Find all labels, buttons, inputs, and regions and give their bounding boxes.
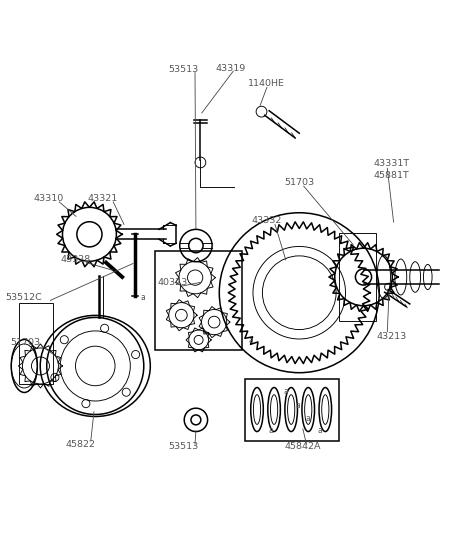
- Text: 53513: 53513: [169, 65, 199, 74]
- Text: 45822: 45822: [65, 440, 96, 449]
- Text: 45881T: 45881T: [374, 171, 409, 180]
- Text: 43321: 43321: [88, 194, 118, 203]
- Text: 43328: 43328: [61, 255, 91, 264]
- Text: a: a: [318, 426, 322, 435]
- Text: 43319: 43319: [216, 64, 246, 72]
- Bar: [155, 251, 242, 350]
- Text: 43213: 43213: [377, 332, 407, 341]
- Text: a: a: [295, 401, 300, 409]
- Bar: [19, 303, 53, 384]
- Text: a: a: [306, 414, 311, 423]
- Text: 45842A: 45842A: [285, 443, 321, 451]
- Bar: [245, 379, 339, 440]
- Text: a: a: [268, 426, 273, 435]
- Text: 43310: 43310: [34, 194, 64, 203]
- Text: 53513: 53513: [169, 443, 199, 451]
- Bar: [339, 233, 376, 321]
- Text: 40323: 40323: [157, 278, 188, 287]
- Text: 51703: 51703: [10, 338, 40, 347]
- Text: 43331T: 43331T: [374, 159, 410, 168]
- Text: a: a: [249, 336, 254, 346]
- Text: a: a: [141, 293, 146, 302]
- Text: 53512C: 53512C: [5, 293, 42, 302]
- Text: 1140HE: 1140HE: [248, 79, 284, 88]
- Text: 43332: 43332: [252, 216, 282, 225]
- Text: 51703: 51703: [284, 178, 314, 187]
- Text: a: a: [283, 387, 288, 396]
